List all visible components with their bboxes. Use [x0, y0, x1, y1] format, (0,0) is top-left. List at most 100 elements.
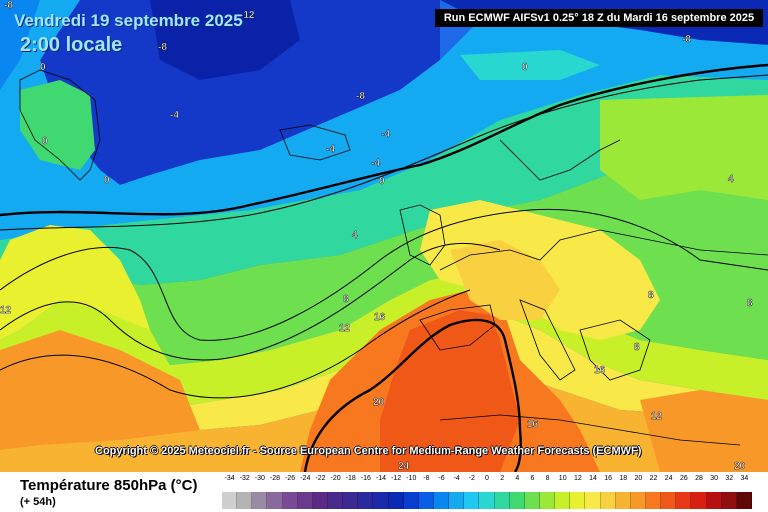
- color-scale-tick: -4: [453, 475, 460, 482]
- color-scale-tick: 28: [695, 475, 703, 482]
- color-swatch: [509, 492, 525, 509]
- color-swatch: [676, 492, 692, 509]
- color-scale-labels: -34 -32 -30 -28 -26 -24 -22 -20 -18 -16 -14 -12 -10-…: [222, 475, 752, 487]
- color-swatch: [282, 492, 298, 509]
- isotherm-label: 16: [374, 312, 386, 323]
- color-scale-tick: 26: [679, 475, 688, 482]
- color-swatch: [585, 492, 601, 509]
- isotherm-label: -4: [381, 129, 390, 140]
- isotherm-label: -8: [158, 42, 167, 53]
- isotherm-label: -8: [682, 34, 691, 45]
- color-swatch: [494, 492, 510, 509]
- color-scale-tick: -6: [438, 475, 445, 482]
- color-scale-swatches: [222, 492, 752, 509]
- isotherm-label: 0: [40, 62, 46, 73]
- contour-labels: -8 -12 -8 -8 0 0 -8 -4 0 -4 -4 -4 0 0 4 4 12 8 12 16 8 8 8 16 20…: [0, 0, 753, 472]
- color-swatch: [237, 492, 253, 509]
- color-scale-tick: -10: [406, 475, 417, 482]
- color-scale-tick: -24: [300, 475, 311, 482]
- color-swatch: [555, 492, 571, 509]
- color-swatch: [449, 492, 465, 509]
- color-swatch: [645, 492, 662, 509]
- temperature-map: -8 -12 -8 -8 0 0 -8 -4 0 -4 -4 -4 0 0 4 4 12 8 12 16 8 8 8 16 20…: [0, 0, 768, 472]
- color-scale-tick: -22: [315, 475, 326, 482]
- isotherm-label: 20: [734, 461, 746, 472]
- color-swatch: [297, 492, 313, 509]
- color-scale-tick: -8: [423, 475, 430, 482]
- legend-subtitle: (+ 54h): [20, 496, 56, 508]
- color-scale-tick: 34: [740, 475, 749, 482]
- isotherm-label: 4: [352, 230, 358, 241]
- color-swatch: [661, 492, 677, 509]
- color-scale: -34 -32 -30 -28 -26 -24 -22 -20 -18 -16 -14 -12 -10-…: [222, 475, 752, 509]
- isotherm-label: -12: [240, 10, 255, 21]
- isotherm-label: 16: [594, 365, 606, 376]
- forecast-date: Vendredi 19 septembre 2025: [14, 11, 243, 30]
- color-swatch: [388, 492, 404, 509]
- isotherm-label: 20: [373, 397, 385, 408]
- isotherm-label: 12: [339, 323, 351, 334]
- color-scale-tick: 32: [725, 475, 734, 482]
- color-swatch: [433, 492, 450, 509]
- color-swatch: [539, 492, 556, 509]
- color-scale-tick: -2: [468, 475, 475, 482]
- color-scale-tick: 20: [634, 475, 643, 482]
- isotherm-label: 8: [648, 290, 654, 301]
- isotherm-label: -4: [326, 144, 335, 155]
- isotherm-label: 8: [747, 298, 753, 309]
- color-scale-tick: -32: [239, 475, 250, 482]
- color-swatch: [343, 492, 359, 509]
- color-swatch: [358, 492, 374, 509]
- legend-footer: Température 850hPa (°C) (+ 54h) -34 -32 -3…: [0, 472, 768, 512]
- color-swatch: [373, 492, 389, 509]
- color-swatch: [327, 492, 344, 509]
- color-scale-tick: 14: [589, 475, 597, 482]
- isotherm-label: 8: [343, 294, 349, 305]
- color-swatch: [464, 492, 480, 509]
- color-swatch: [721, 492, 737, 509]
- color-swatch: [691, 492, 707, 509]
- color-swatch: [524, 492, 540, 509]
- isotherm-label: 8: [634, 342, 640, 353]
- color-swatch: [312, 492, 328, 509]
- color-scale-tick: 22: [649, 475, 658, 482]
- isotherm-label: -8: [4, 0, 13, 11]
- color-scale-tick: -34: [224, 475, 235, 482]
- color-swatch: [479, 492, 495, 509]
- color-scale-tick: 30: [710, 475, 719, 482]
- color-swatch: [252, 492, 268, 509]
- legend-title: Température 850hPa (°C): [20, 477, 198, 494]
- isotherm-label: 0: [104, 175, 110, 186]
- isotherm-label: 12: [651, 411, 663, 422]
- color-scale-tick: 8: [545, 475, 550, 482]
- isotherm-label: 0: [379, 176, 385, 187]
- isotherm-label: -4: [371, 158, 380, 169]
- color-scale-tick: 24: [664, 475, 673, 482]
- color-scale-tick: 16: [604, 475, 613, 482]
- isotherm-label: -8: [356, 91, 365, 102]
- isotherm-label: 0: [42, 136, 48, 147]
- isotherm-label: 24: [398, 461, 410, 472]
- run-info-banner: Run ECMWF AIFSv1 0.25° 18 Z du Mardi 16 …: [435, 9, 763, 27]
- color-swatch: [570, 492, 586, 509]
- isotherm-label: 16: [527, 419, 539, 430]
- isotherm-label: 0: [522, 62, 528, 73]
- color-swatch: [222, 492, 238, 509]
- color-swatch: [403, 492, 419, 509]
- color-scale-tick: 2: [500, 475, 505, 482]
- color-scale-tick: -28: [269, 475, 281, 482]
- isotherm-label: -4: [170, 110, 179, 121]
- color-swatch: [615, 492, 631, 509]
- color-scale-tick: 10: [558, 475, 567, 482]
- color-scale-tick: 4: [515, 475, 520, 482]
- forecast-time: 2:00 locale: [20, 34, 123, 56]
- color-scale-tick: -12: [391, 475, 402, 482]
- copyright-notice: Copyright © 2025 Meteociel.fr - Source E…: [95, 445, 642, 457]
- color-swatch: [418, 492, 434, 509]
- isotherm-label: 12: [0, 305, 12, 316]
- color-scale-tick: -16: [360, 475, 371, 482]
- color-scale-tick: 6: [530, 475, 535, 482]
- color-scale-tick: -18: [345, 475, 356, 482]
- isotherm-label: 4: [728, 174, 734, 185]
- color-scale-tick: 12: [573, 475, 582, 482]
